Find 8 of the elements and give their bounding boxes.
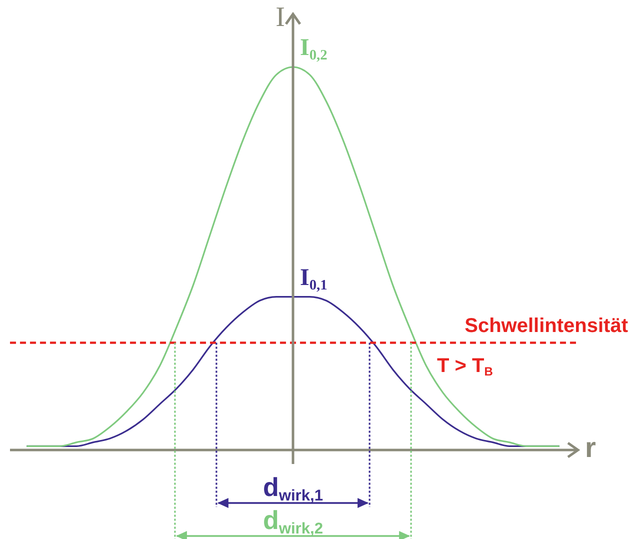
annotation: T > T$_{B}$	[437, 354, 493, 378]
ref-line-label: Schwellintensität	[464, 314, 628, 338]
y-axis-title: I	[276, 2, 285, 34]
text: d$_{wirk,2}$	[262, 505, 324, 539]
series-label: I$_{0,1}$	[300, 264, 328, 294]
x-axis-title: r	[585, 432, 596, 464]
series-label: I$_{0,2}$	[300, 35, 328, 64]
text: d$_{wirk,1}$	[262, 472, 324, 506]
